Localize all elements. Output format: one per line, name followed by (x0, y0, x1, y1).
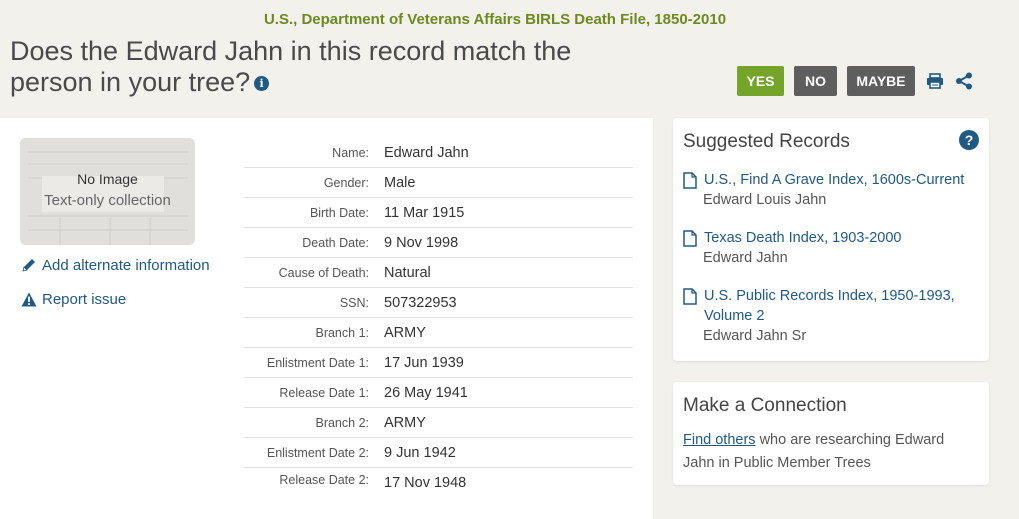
field-label: Name: (332, 145, 369, 160)
field-label: Death Date: (302, 235, 369, 250)
make-connection-title: Make a Connection (683, 395, 847, 416)
document-icon (683, 230, 697, 247)
field-label: Branch 1: (315, 325, 369, 340)
field-value: ARMY (384, 414, 426, 431)
field-row: Enlistment Date 1: 17 Jun 1939 (244, 348, 633, 378)
help-icon[interactable]: ? (959, 130, 979, 150)
field-label: Cause of Death: (278, 265, 369, 280)
share-icon[interactable] (955, 72, 973, 90)
print-icon[interactable] (926, 72, 944, 90)
field-row: Branch 1: ARMY (244, 318, 633, 348)
field-row: Branch 2: ARMY (244, 408, 633, 438)
find-others-link[interactable]: Find others (683, 432, 756, 448)
report-issue-label: Report issue (42, 290, 127, 308)
field-row: Release Date 2: 17 Nov 1948 (244, 468, 633, 492)
no-button[interactable]: NO (794, 66, 837, 96)
match-question: Does the Edward Jahn in this record matc… (10, 36, 590, 98)
yes-button[interactable]: YES (737, 66, 784, 96)
field-row: Gender: Male (244, 168, 633, 198)
suggested-record: U.S. Public Records Index, 1950-1993, Vo… (683, 286, 973, 344)
field-value: Edward Jahn (384, 144, 469, 161)
suggested-records-card: Suggested Records ? U.S., Find A Grave I… (673, 118, 989, 361)
make-connection-card: Make a Connection Find others who are re… (673, 382, 989, 485)
field-value: 9 Nov 1998 (384, 234, 459, 251)
field-label: Enlistment Date 1: (266, 355, 369, 370)
field-value: Male (384, 174, 416, 191)
field-value: 9 Jun 1942 (384, 444, 456, 461)
warning-icon (20, 290, 38, 308)
field-value: 26 May 1941 (384, 384, 468, 401)
field-row: Cause of Death: Natural (244, 258, 633, 288)
add-alternate-label: Add alternate information (42, 256, 210, 274)
field-value: ARMY (384, 324, 426, 341)
suggested-record: U.S., Find A Grave Index, 1600s-Current … (683, 170, 973, 208)
field-label: Branch 2: (315, 415, 369, 430)
suggested-record-link-text: U.S., Find A Grave Index, 1600s-Current (704, 172, 965, 188)
field-label: SSN: (339, 295, 369, 310)
suggested-record: Texas Death Index, 1903-2000 Edward Jahn (683, 228, 973, 266)
suggested-record-link-text: U.S. Public Records Index, 1950-1993, Vo… (704, 288, 955, 324)
document-icon (683, 288, 697, 305)
field-row: Name: Edward Jahn (244, 138, 633, 168)
suggested-record-link[interactable]: Texas Death Index, 1903-2000 (683, 228, 973, 248)
no-image-label: No Image (77, 171, 138, 187)
report-issue-link[interactable]: Report issue (20, 290, 126, 308)
record-card: No Image Text-only collection Add altern… (0, 118, 653, 519)
suggested-records-title: Suggested Records (683, 131, 850, 152)
text-only-label: Text-only collection (44, 192, 171, 209)
field-label: Release Date 2: (279, 473, 369, 487)
field-value: 11 Mar 1915 (384, 204, 465, 221)
field-value: 17 Jun 1939 (384, 354, 464, 371)
field-row: SSN: 507322953 (244, 288, 633, 318)
suggested-record-name: Edward Louis Jahn (703, 192, 827, 208)
field-label: Release Date 1: (279, 385, 369, 400)
record-thumbnail: No Image Text-only collection (20, 138, 195, 245)
add-alternate-link[interactable]: Add alternate information (20, 256, 210, 274)
field-value: 17 Nov 1948 (384, 475, 467, 491)
info-icon[interactable]: i (254, 76, 270, 92)
suggested-record-name: Edward Jahn (703, 250, 788, 266)
census-background-graphic (20, 138, 195, 245)
collection-title: U.S., Department of Veterans Affairs BIR… (263, 11, 727, 28)
suggested-record-link-text: Texas Death Index, 1903-2000 (704, 230, 902, 246)
field-label: Gender: (323, 175, 369, 190)
field-value: 507322953 (384, 294, 457, 311)
connection-description: who are researching Edward Jahn in Publi… (683, 432, 945, 471)
document-icon (683, 172, 697, 189)
pencil-icon (20, 256, 38, 274)
field-row: Death Date: 9 Nov 1998 (244, 228, 633, 258)
suggested-record-link[interactable]: U.S., Find A Grave Index, 1600s-Current (683, 170, 973, 190)
field-label: Enlistment Date 2: (266, 445, 369, 460)
field-row: Release Date 1: 26 May 1941 (244, 378, 633, 408)
suggested-record-link[interactable]: U.S. Public Records Index, 1950-1993, Vo… (683, 286, 973, 326)
suggested-record-name: Edward Jahn Sr (703, 328, 807, 344)
field-label: Birth Date: (309, 205, 369, 220)
question-text: Does the Edward Jahn in this record matc… (10, 36, 572, 97)
record-fields: Name: Edward Jahn Gender: Male Birth Date:… (244, 138, 633, 492)
make-connection-text: Find others who are researching Edward J… (683, 429, 973, 475)
match-actions: YES NO MAYBE (737, 66, 984, 96)
field-row: Enlistment Date 2: 9 Jun 1942 (244, 438, 633, 468)
field-row: Birth Date: 11 Mar 1915 (244, 198, 633, 228)
maybe-button[interactable]: MAYBE (847, 66, 915, 96)
field-value: Natural (384, 264, 431, 281)
